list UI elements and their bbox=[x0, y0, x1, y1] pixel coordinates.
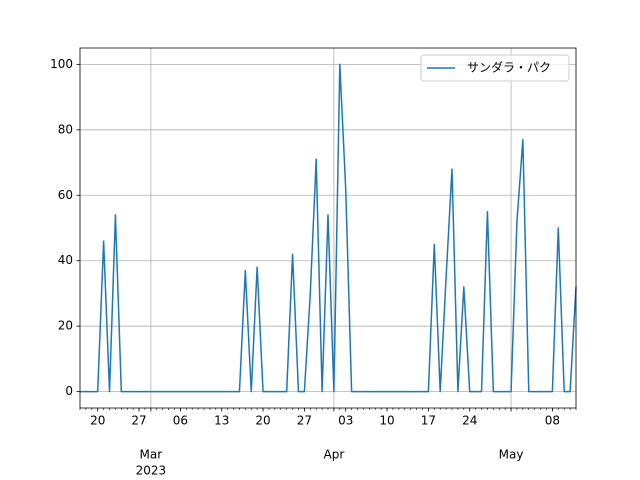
x-tick-label: 20 bbox=[255, 414, 270, 428]
x-tick-label: 27 bbox=[131, 414, 146, 428]
y-tick-label: 40 bbox=[58, 253, 73, 267]
x-tick-label: 13 bbox=[214, 414, 229, 428]
x-tick-sublabel: 2023 bbox=[136, 464, 167, 478]
y-tick-label: 80 bbox=[58, 122, 73, 136]
legend-label: サンダラ・パク bbox=[467, 60, 551, 75]
x-tick-label: May bbox=[499, 448, 524, 462]
axes-frame bbox=[79, 47, 577, 409]
x-tick-label: 06 bbox=[173, 414, 188, 428]
x-tick-label: 10 bbox=[379, 414, 394, 428]
x-tick-label: Apr bbox=[324, 448, 345, 462]
x-tick-label: 27 bbox=[297, 414, 312, 428]
y-tick-label: 60 bbox=[58, 188, 73, 202]
line bbox=[80, 63, 577, 393]
x-tick-label: 17 bbox=[421, 414, 436, 428]
y-tick-label: 20 bbox=[58, 319, 73, 333]
x-tick-label: Mar bbox=[140, 448, 163, 462]
x-tick-label: 24 bbox=[462, 414, 477, 428]
x-tick-label: 20 bbox=[90, 414, 105, 428]
legend-box bbox=[420, 54, 570, 82]
y-tick-label: 100 bbox=[50, 57, 73, 71]
x-tick-label: 08 bbox=[545, 414, 560, 428]
x-tick-label: 03 bbox=[338, 414, 353, 428]
y-tick-label: 0 bbox=[65, 384, 73, 398]
